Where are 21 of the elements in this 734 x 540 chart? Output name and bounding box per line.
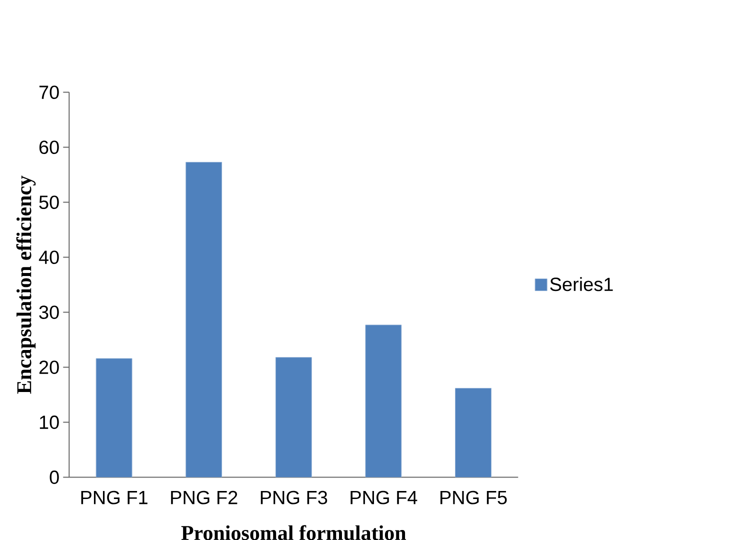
- legend-label: Series1: [550, 277, 613, 292]
- y-tick-label: 20: [39, 360, 59, 374]
- x-tick-label: PNG F2: [171, 490, 238, 504]
- bar: [186, 162, 222, 478]
- y-tick-label: 50: [39, 196, 59, 210]
- y-tick-label: 10: [40, 416, 59, 430]
- y-tick-label: 30: [39, 306, 59, 320]
- x-tick-label: PNG F4: [350, 490, 418, 504]
- x-tick-label: PNG F5: [440, 490, 507, 504]
- x-axis-title: Proniosomal formulation: [181, 525, 406, 540]
- y-tick-label: 70: [39, 86, 59, 100]
- bar: [455, 388, 492, 478]
- y-tick-label: 40: [38, 250, 59, 264]
- y-tick-label: 0: [50, 470, 59, 484]
- x-tick-label: PNG F3: [260, 490, 328, 504]
- bar: [96, 358, 132, 478]
- y-tick-label: 60: [39, 140, 59, 154]
- y-axis-title: Encapsulation efficiency: [16, 176, 36, 394]
- bar: [365, 324, 402, 478]
- bar: [275, 357, 312, 478]
- x-tick-label: PNG F1: [81, 490, 148, 504]
